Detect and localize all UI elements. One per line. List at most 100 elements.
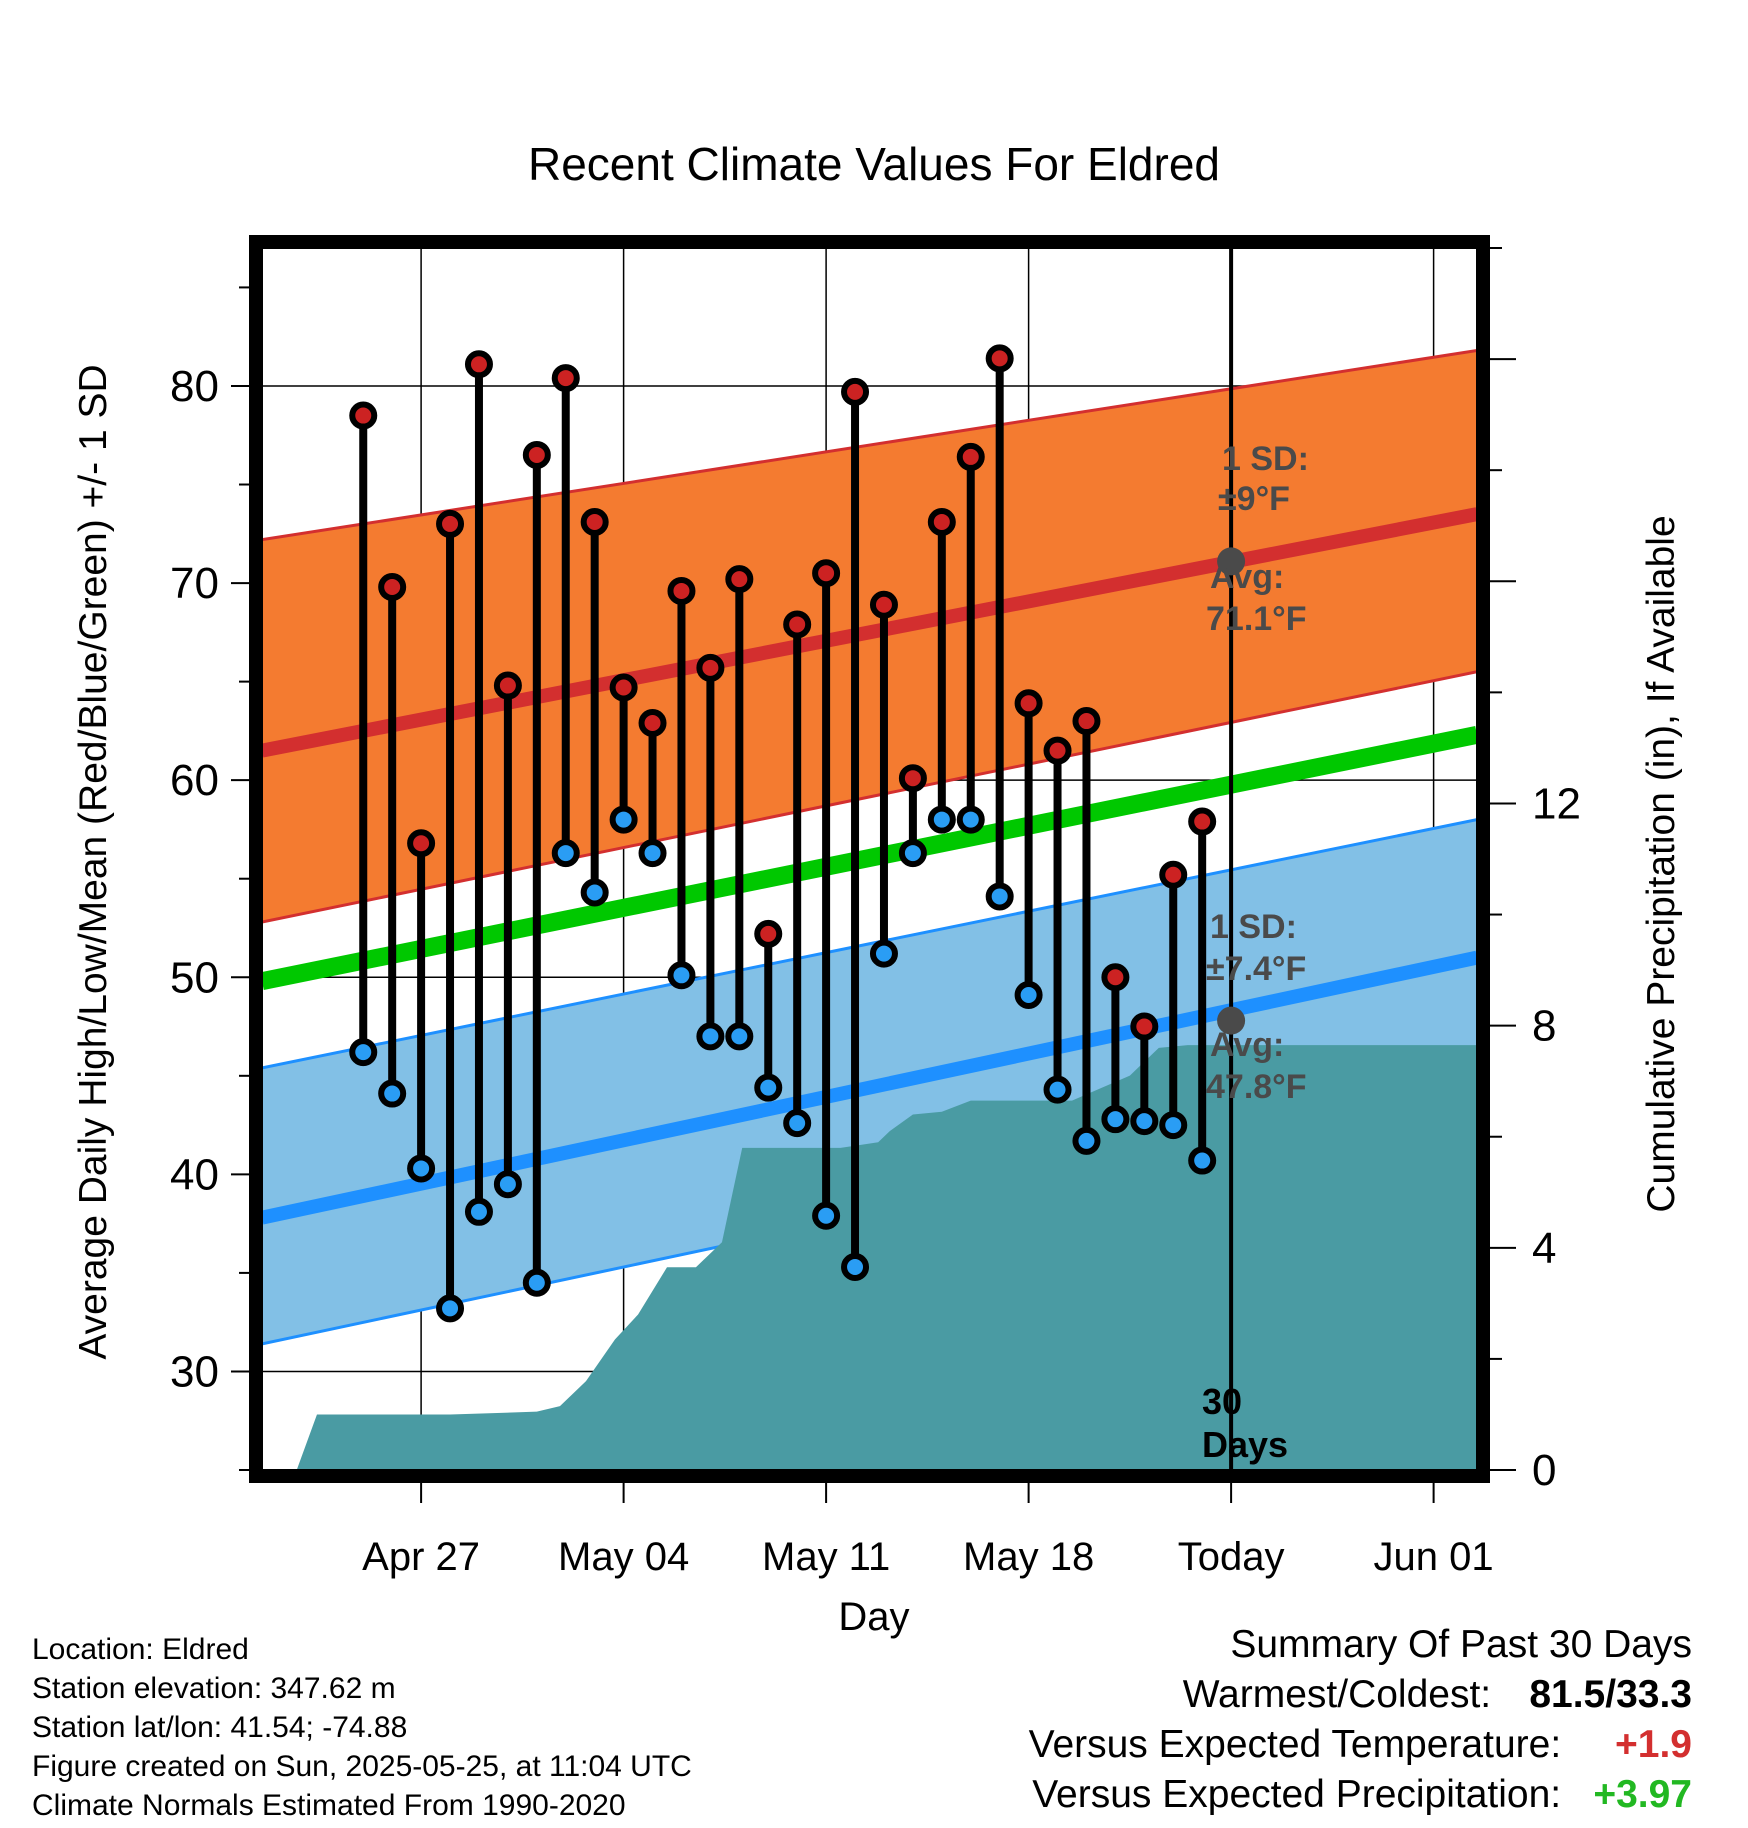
daily-low-point-12 [667, 961, 696, 990]
daily-high-point-9 [580, 507, 609, 536]
chart-title: Recent Climate Values For Eldred [528, 138, 1220, 190]
daily-low-point-22 [956, 805, 985, 834]
summary-warmest-row: Warmest/Coldest: 81.5/33.3 [1029, 1670, 1692, 1720]
high-avg-value: 71.1°F [1206, 600, 1307, 638]
daily-high-point-3 [407, 829, 436, 858]
daily-low-point-15 [754, 1073, 783, 1102]
warmest-value: 81.5/33.3 [1529, 1673, 1692, 1716]
daily-low-point-24 [1014, 980, 1043, 1009]
low-sd-value: ±7.4°F [1206, 950, 1306, 988]
daily-high-point-15 [754, 919, 783, 948]
daily-low-point-30 [1188, 1146, 1217, 1175]
precip-value: +3.97 [1593, 1773, 1692, 1816]
y-tick-label-30: 30 [170, 1347, 219, 1396]
y2-axis-label: Cumulative Precipitation (in), If Availa… [1640, 515, 1683, 1212]
daily-high-point-10 [609, 673, 638, 702]
daily-low-point-16 [783, 1109, 812, 1138]
x-tick-label-may-18: May 18 [963, 1535, 1094, 1579]
daily-high-point-18 [841, 377, 870, 406]
y-tick-label-40: 40 [170, 1150, 219, 1199]
low-avg-value: 47.8°F [1206, 1068, 1307, 1106]
y-tick-label-50: 50 [170, 953, 219, 1002]
daily-low-point-27 [1101, 1105, 1130, 1134]
high-sd-value: ±9°F [1218, 480, 1290, 518]
location-text: Location: Eldred [32, 1633, 249, 1666]
daily-low-point-1 [349, 1038, 378, 1067]
summary-temp-row: Versus Expected Temperature: +1.9 [1029, 1720, 1692, 1770]
normals-text: Climate Normals Estimated From 1990-2020 [32, 1789, 626, 1822]
temp-label: Versus Expected Temperature: [1028, 1723, 1562, 1766]
daily-low-point-20 [898, 839, 927, 868]
daily-low-point-2 [378, 1079, 407, 1108]
daily-high-point-11 [638, 709, 667, 738]
summary-panel: Summary Of Past 30 Days Warmest/Coldest:… [1029, 1620, 1692, 1820]
y2-tick-label-4: 4 [1532, 1224, 1556, 1273]
daily-high-point-25 [1043, 736, 1072, 765]
high-sd-upper-line [262, 349, 1477, 542]
x-axis-label: Day [838, 1595, 909, 1639]
daily-high-point-5 [464, 350, 493, 379]
daily-high-point-24 [1014, 689, 1043, 718]
precip-label: Versus Expected Precipitation: [1032, 1773, 1562, 1816]
temp-value: +1.9 [1615, 1723, 1692, 1766]
daily-high-point-1 [349, 401, 378, 430]
daily-low-point-23 [985, 882, 1014, 911]
elevation-text: Station elevation: 347.62 m [32, 1672, 396, 1705]
daily-high-point-14 [725, 565, 754, 594]
low-avg-label: Avg: [1210, 1026, 1284, 1064]
daily-high-point-29 [1159, 860, 1188, 889]
warmest-label: Warmest/Coldest: [1182, 1673, 1492, 1716]
high-sd-lower-line [262, 670, 1477, 924]
daily-high-point-20 [898, 764, 927, 793]
daily-low-point-11 [638, 839, 667, 868]
daily-high-point-23 [985, 344, 1014, 373]
low-sd-upper-line [262, 818, 1477, 1070]
daily-low-point-29 [1159, 1111, 1188, 1140]
daily-high-point-16 [783, 610, 812, 639]
daily-high-point-12 [667, 576, 696, 605]
daily-low-point-8 [551, 839, 580, 868]
daily-high-point-28 [1130, 1012, 1159, 1041]
daily-low-point-9 [580, 878, 609, 907]
y-tick-label-70: 70 [170, 559, 219, 608]
daily-high-point-8 [551, 364, 580, 393]
daily-low-point-3 [407, 1154, 436, 1183]
high-avg-label: Avg: [1210, 558, 1284, 596]
daily-high-point-2 [378, 573, 407, 602]
created-text: Figure created on Sun, 2025-05-25, at 11… [32, 1750, 692, 1783]
daily-low-point-13 [696, 1022, 725, 1051]
station-info: Location: Eldred Station elevation: 347.… [32, 1630, 692, 1825]
today-days-number: 30 [1202, 1381, 1242, 1422]
y-tick-label-60: 60 [170, 756, 219, 805]
daily-low-point-5 [464, 1197, 493, 1226]
low-avg-line [262, 950, 1477, 1225]
daily-low-point-6 [493, 1170, 522, 1199]
daily-low-point-26 [1072, 1126, 1101, 1155]
daily-low-point-25 [1043, 1075, 1072, 1104]
daily-high-point-6 [493, 671, 522, 700]
daily-high-point-22 [956, 442, 985, 471]
high-sd-label: 1 SD: [1222, 440, 1309, 478]
today-days-text: Days [1202, 1424, 1288, 1465]
y2-tick-label-12: 12 [1532, 779, 1581, 828]
y2-tick-label-8: 8 [1532, 1002, 1556, 1051]
daily-high-point-26 [1072, 707, 1101, 736]
daily-high-point-19 [869, 590, 898, 619]
latlon-text: Station lat/lon: 41.54; -74.88 [32, 1711, 408, 1744]
high-avg-line [262, 507, 1477, 758]
daily-high-point-7 [522, 440, 551, 469]
summary-precip-row: Versus Expected Precipitation: +3.97 [1029, 1770, 1692, 1820]
x-tick-label-today: Today [1178, 1535, 1285, 1579]
daily-low-point-18 [841, 1252, 870, 1281]
daily-low-point-10 [609, 805, 638, 834]
daily-high-point-13 [696, 653, 725, 682]
daily-low-point-28 [1130, 1107, 1159, 1136]
daily-low-point-19 [869, 939, 898, 968]
low-sd-label: 1 SD: [1210, 908, 1297, 946]
daily-high-point-30 [1188, 807, 1217, 836]
daily-high-point-21 [927, 507, 956, 536]
daily-high-point-4 [436, 509, 465, 538]
daily-high-point-27 [1101, 963, 1130, 992]
x-tick-label-apr-27: Apr 27 [362, 1535, 480, 1579]
